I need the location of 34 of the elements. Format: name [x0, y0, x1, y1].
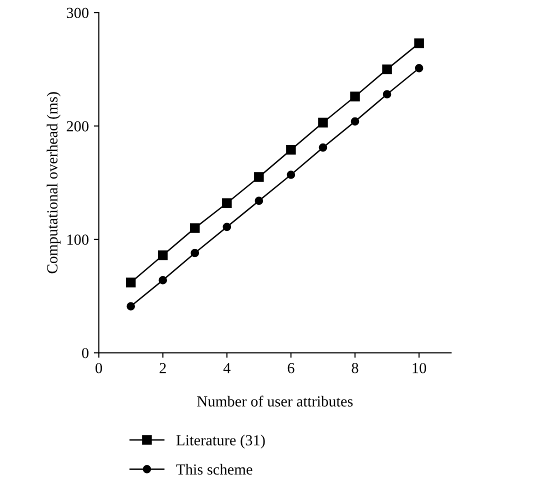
point [286, 144, 296, 155]
x-tick-label: 2 [160, 363, 166, 374]
y-axis-title: Computational overhead (ms) [46, 92, 61, 274]
point [350, 92, 360, 102]
point [222, 198, 232, 208]
x-tick-label: 4 [223, 363, 230, 374]
point [190, 223, 200, 233]
point [190, 248, 200, 258]
point [286, 170, 296, 179]
point [350, 117, 360, 126]
point [382, 64, 392, 74]
point [414, 64, 424, 72]
x-tick-label: 8 [352, 362, 358, 374]
point [414, 38, 424, 48]
y-tick-label: 200 [66, 121, 88, 132]
point [222, 222, 232, 232]
point [254, 172, 264, 182]
point [382, 90, 392, 98]
y-tick-label: 300 [66, 8, 88, 18]
x-tick-label: 0 [96, 362, 102, 374]
point [318, 118, 328, 128]
point [254, 196, 264, 206]
legend-label: Literature (31) [176, 434, 265, 449]
y-tick-label: 100 [67, 234, 88, 245]
x-tick-label: 6 [288, 363, 294, 374]
point [158, 276, 168, 284]
y-tick-label: 0 [82, 348, 88, 358]
legend-label: This scheme [176, 464, 252, 475]
point [126, 302, 135, 310]
point [318, 143, 328, 152]
x-axis-title: Number of user attributes [197, 396, 353, 407]
x-tick-label: 10 [412, 362, 426, 374]
point [126, 278, 136, 288]
point [158, 250, 168, 260]
